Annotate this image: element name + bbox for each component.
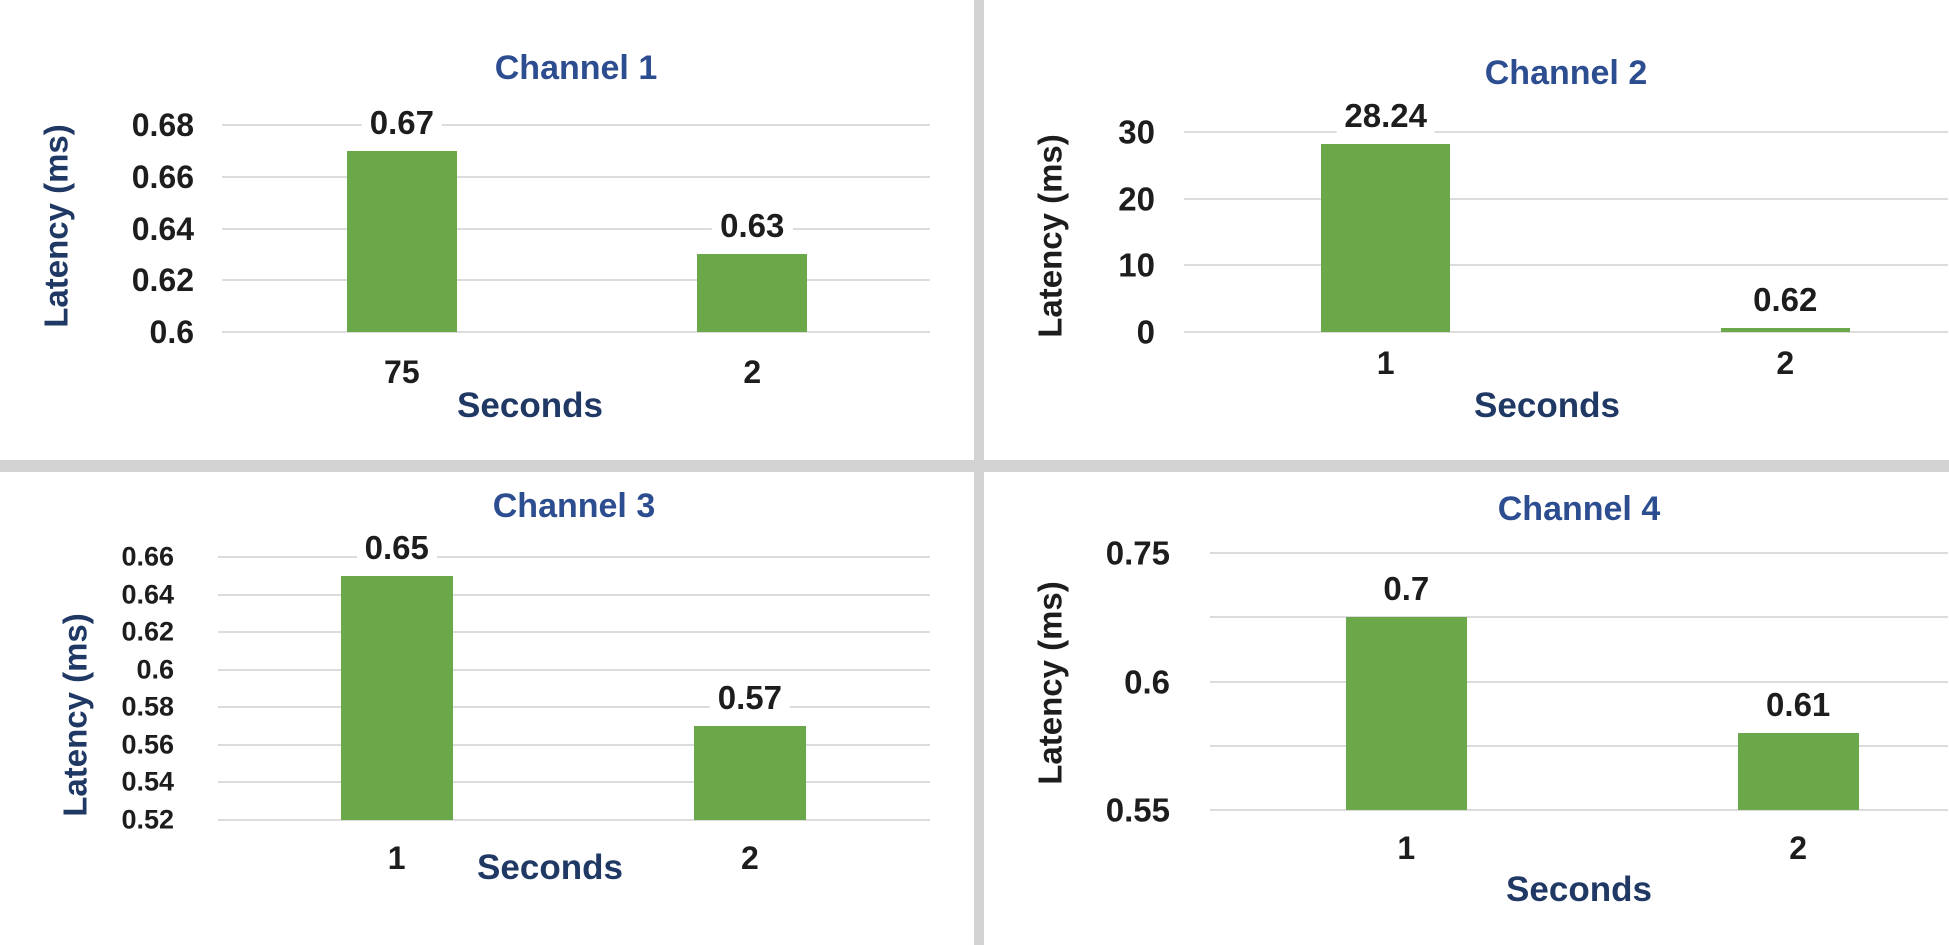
gridline bbox=[1210, 552, 1948, 554]
bar-value-label: 0.7 bbox=[1375, 570, 1438, 608]
gridline bbox=[218, 631, 930, 634]
gridline bbox=[1210, 680, 1948, 683]
plot-area: 30 20 10 0 28.24 1 0.62 2 bbox=[1118, 96, 1948, 379]
bar-value-label: 0.65 bbox=[356, 528, 437, 566]
y-tick-label: 0.54 bbox=[121, 766, 174, 797]
x-tick-label: 2 bbox=[1789, 830, 1808, 866]
y-tick-label: 20 bbox=[1118, 180, 1155, 218]
y-tick-label: 0.64 bbox=[121, 579, 174, 610]
chart-title: Channel 1 bbox=[494, 49, 658, 87]
gridline bbox=[1184, 131, 1948, 133]
gridline bbox=[218, 781, 930, 784]
bar bbox=[1737, 732, 1859, 810]
gridline bbox=[218, 743, 930, 746]
gridline bbox=[218, 593, 930, 596]
bar bbox=[1321, 143, 1451, 332]
y-tick-label: 0.56 bbox=[121, 729, 174, 760]
bar bbox=[1345, 617, 1467, 810]
gridline bbox=[218, 706, 930, 709]
channel-3-chart: Channel 3 Latency (ms) Seconds 0.66 0.64 0… bbox=[0, 472, 974, 945]
y-tick-label: 0.66 bbox=[121, 541, 174, 572]
y-tick-label: 0.6 bbox=[1124, 663, 1170, 700]
y-tick-label: 10 bbox=[1118, 246, 1155, 284]
x-axis-title: Seconds bbox=[477, 848, 623, 887]
y-tick-label: 0.66 bbox=[131, 158, 194, 195]
x-tick-label: 1 bbox=[1376, 345, 1395, 381]
bar bbox=[346, 150, 457, 332]
chart-title: Channel 4 bbox=[1497, 490, 1661, 528]
y-tick-label: 0.6 bbox=[149, 314, 194, 350]
gridline bbox=[222, 227, 930, 230]
x-tick-label: 1 bbox=[1397, 830, 1416, 866]
bar-value-label: 0.67 bbox=[361, 103, 442, 141]
gridline bbox=[218, 556, 930, 558]
x-axis-title: Seconds bbox=[457, 386, 603, 425]
channel-1-chart: Channel 1 Latency (ms) Seconds 0.68 0.66 0… bbox=[0, 0, 974, 460]
x-tick-label: 2 bbox=[1776, 345, 1795, 381]
bar-value-label: 0.57 bbox=[709, 679, 790, 717]
y-tick-label: 30 bbox=[1118, 113, 1155, 151]
gridline bbox=[218, 668, 930, 671]
bar-value-label: 28.24 bbox=[1336, 96, 1435, 134]
bar bbox=[693, 726, 806, 820]
y-tick-label: 0.6 bbox=[136, 654, 174, 685]
gridline bbox=[1184, 331, 1948, 333]
chart-title: Channel 3 bbox=[492, 487, 656, 525]
gridline bbox=[222, 279, 930, 282]
x-tick-label: 2 bbox=[743, 354, 762, 390]
chart-title: Channel 2 bbox=[1484, 54, 1648, 92]
y-axis-title: Latency (ms) bbox=[56, 613, 94, 817]
y-tick-label: 0.62 bbox=[131, 262, 194, 299]
quadrant-divider-vertical bbox=[974, 0, 984, 945]
x-tick-label: 2 bbox=[740, 840, 759, 876]
y-tick-label: 0.62 bbox=[121, 616, 174, 647]
x-tick-label: 75 bbox=[384, 354, 420, 390]
gridline bbox=[218, 819, 930, 821]
y-axis-title: Latency (ms) bbox=[1031, 581, 1069, 785]
y-axis-title: Latency (ms) bbox=[37, 124, 75, 328]
plot-area: 0.75 0.6 0.55 0.7 1 0.61 2 bbox=[1106, 537, 1948, 864]
channel-4-chart: Channel 4 Latency (ms) Seconds 0.75 0.6 0.… bbox=[984, 472, 1949, 945]
y-tick-label: 0.75 bbox=[1105, 534, 1170, 572]
channel-2-chart: Channel 2 Latency (ms) Seconds 30 20 10 0 28… bbox=[984, 0, 1949, 460]
bar-value-label: 0.63 bbox=[712, 207, 793, 245]
gridline bbox=[222, 331, 930, 333]
gridline bbox=[1210, 744, 1948, 747]
x-tick-label: 1 bbox=[387, 840, 406, 876]
plot-area: 0.66 0.64 0.62 0.6 0.58 0.56 0.54 0.52 0.65 1 0.57… bbox=[121, 528, 930, 874]
x-axis-title: Seconds bbox=[1474, 386, 1620, 425]
gridline bbox=[1210, 616, 1948, 619]
y-tick-label: 0.55 bbox=[1105, 791, 1170, 829]
y-tick-label: 0 bbox=[1136, 313, 1155, 351]
y-axis-title: Latency (ms) bbox=[1031, 134, 1069, 338]
x-axis-title: Seconds bbox=[1506, 870, 1652, 909]
gridline bbox=[1210, 809, 1948, 811]
gridline bbox=[222, 124, 930, 126]
gridline bbox=[1184, 264, 1948, 267]
bar-value-label: 0.61 bbox=[1758, 685, 1839, 723]
gridline bbox=[1184, 197, 1948, 200]
plot-area: 0.68 0.66 0.64 0.62 0.6 0.67 75 0.63 2 bbox=[132, 103, 930, 388]
quadrant-divider-horizontal bbox=[0, 460, 1949, 472]
gridline bbox=[222, 175, 930, 178]
y-tick-label: 0.68 bbox=[131, 107, 194, 143]
bar-value-label: 0.62 bbox=[1745, 280, 1826, 318]
bar bbox=[340, 575, 453, 820]
y-tick-label: 0.58 bbox=[121, 691, 174, 722]
y-tick-label: 0.64 bbox=[131, 210, 194, 247]
y-tick-label: 0.52 bbox=[121, 804, 174, 835]
bar bbox=[1720, 327, 1850, 332]
bar bbox=[697, 254, 808, 332]
